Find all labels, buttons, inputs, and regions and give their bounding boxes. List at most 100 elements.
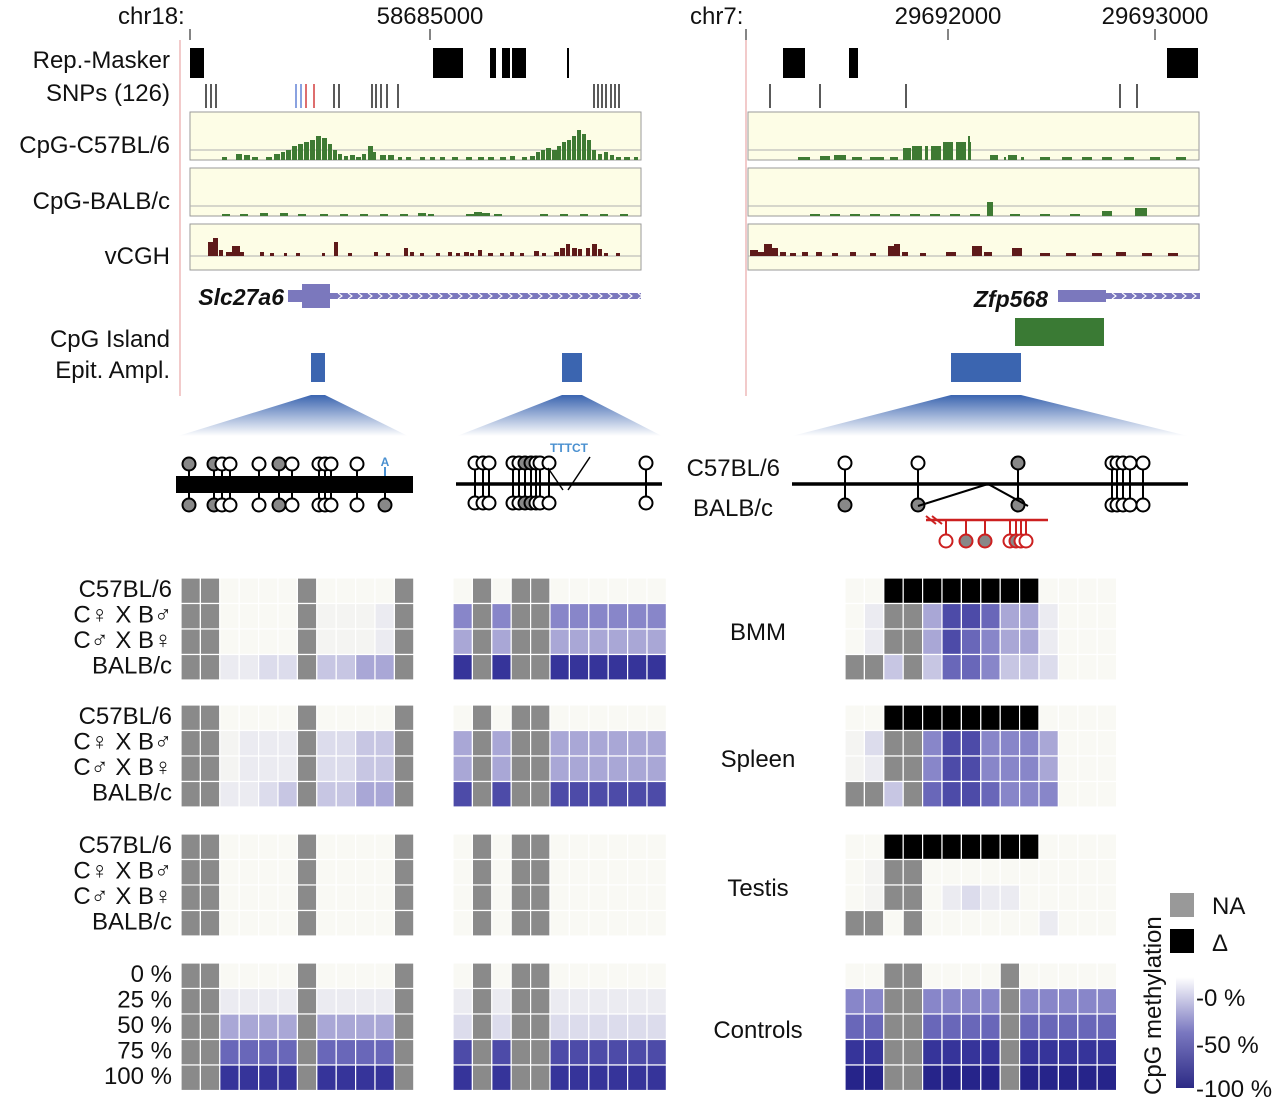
heatmap-cell: [529, 1064, 551, 1092]
cpg-balb-bar: [930, 214, 940, 216]
heatmap-cell: [999, 780, 1021, 808]
heatmap-cell: [219, 577, 240, 605]
amplicon-1: [311, 353, 325, 382]
heatmap-cell: [258, 833, 279, 861]
heatmap-cell: [863, 987, 885, 1015]
heatmap-cell: [258, 884, 279, 912]
heatmap-cell: [902, 729, 924, 757]
cpg-b6-bar: [592, 150, 596, 160]
heatmap-cell: [471, 962, 493, 990]
legend-delta-label: Δ: [1212, 930, 1228, 957]
heatmap-cell: [549, 884, 570, 912]
heatmap-cell: [549, 628, 570, 656]
strand-arrow: [597, 292, 603, 300]
snp-track: [205, 84, 1138, 108]
track-frame: [747, 167, 1200, 217]
heatmap-cell: [980, 909, 1001, 937]
strand-arrow: [637, 292, 643, 300]
legend-na-swatch: [1170, 893, 1194, 917]
vcgh-bar: [520, 253, 524, 256]
heatmap-cell: [646, 704, 667, 732]
heatmap-cell: [1038, 1038, 1059, 1066]
heatmap-cell: [607, 833, 629, 861]
heatmap-cell: [646, 755, 667, 783]
heatmap-cell: [529, 909, 551, 937]
heatmap-cell: [999, 704, 1021, 732]
gene-track-right: Zfp568: [973, 286, 1200, 312]
vcgh-bar: [780, 252, 786, 256]
heatmap-cell: [316, 1013, 337, 1041]
heatmap-cell: [219, 729, 240, 757]
heatmap-cell: [355, 987, 376, 1015]
heatmap-cell: [646, 577, 667, 605]
heatmap-cell: [452, 909, 473, 937]
heatmap-cell: [941, 858, 962, 886]
heatmap-cell: [960, 1038, 982, 1066]
heatmap-cell: [1018, 884, 1040, 912]
heatmap-cell: [393, 704, 415, 732]
heatmap-cell: [549, 858, 570, 886]
heatmap-cell: [607, 909, 629, 937]
heatmap-cell: [258, 602, 279, 630]
heatmap-cell: [199, 602, 221, 630]
cpg-b6-bar: [292, 146, 297, 160]
heatmap-cell: [999, 884, 1021, 912]
vcgh-bar: [260, 252, 264, 256]
cpg-b6-bar: [903, 148, 911, 160]
heatmap-cell: [1077, 962, 1098, 990]
heatmap-cell: [277, 602, 298, 630]
heatmap-cell: [549, 909, 570, 937]
heatmap-cell: [1077, 833, 1098, 861]
vcgh-bar: [348, 253, 352, 256]
heatmap-cell: [883, 962, 904, 990]
heatmap-cell: [844, 858, 865, 886]
heatmap-cell: [510, 628, 532, 656]
heatmap-cell: [452, 755, 473, 783]
vcgh-track: [189, 223, 1200, 271]
cpg-balb-bar: [600, 214, 608, 216]
cpg-b6-bar: [1004, 157, 1006, 160]
heatmap-cell: [549, 1038, 570, 1066]
strand-arrow: [347, 292, 353, 300]
cpg-b6-bar: [1062, 157, 1072, 160]
cpg-b6-bar: [430, 157, 435, 160]
cpg-balb-bar: [830, 214, 840, 216]
heatmap-cell: [626, 1064, 648, 1092]
heatmap-cell: [588, 780, 609, 808]
heatmap-cell: [941, 909, 962, 937]
vcgh-bar: [832, 253, 838, 256]
repeat-block: [783, 48, 805, 78]
heatmap-cell: [999, 628, 1021, 656]
heatmap-cell: [1057, 884, 1079, 912]
cpg-site: [1010, 455, 1026, 471]
cpg-balb-bar: [360, 214, 368, 216]
cpg-b6-bar: [406, 157, 411, 160]
heatmap-cell: [452, 780, 473, 808]
heatmap-cell: [1018, 833, 1040, 861]
heatmap-cell: [844, 628, 865, 656]
cpg-b6-bar: [912, 146, 922, 160]
tissue-label: Spleen: [721, 746, 796, 773]
vcgh-bar: [572, 248, 577, 256]
cpg-b6-bar: [466, 157, 472, 160]
heatmap-cell: [355, 1064, 376, 1092]
vcgh-bar: [208, 242, 213, 256]
heatmap-cell: [374, 1038, 395, 1066]
vcgh-bar: [984, 252, 992, 256]
heatmap-cell: [588, 909, 609, 937]
strand-arrow: [417, 292, 423, 300]
heatmap-cell: [452, 962, 473, 990]
heatmap-row-label: 25 %: [117, 987, 172, 1014]
heatmap-row-label: C♀ X B♂: [73, 729, 172, 756]
heatmap-cell: [316, 755, 337, 783]
heatmap-cell: [646, 987, 667, 1015]
heatmap-cell: [335, 833, 357, 861]
heatmap-cell: [258, 704, 279, 732]
heatmap-cell: [902, 780, 924, 808]
heatmap-cell: [199, 1064, 221, 1092]
heatmap-cell: [452, 1064, 473, 1092]
heatmap-cell: [219, 780, 240, 808]
cpg-site: [541, 495, 557, 511]
heatmap-cell: [1096, 628, 1118, 656]
track-frame: [189, 167, 642, 217]
